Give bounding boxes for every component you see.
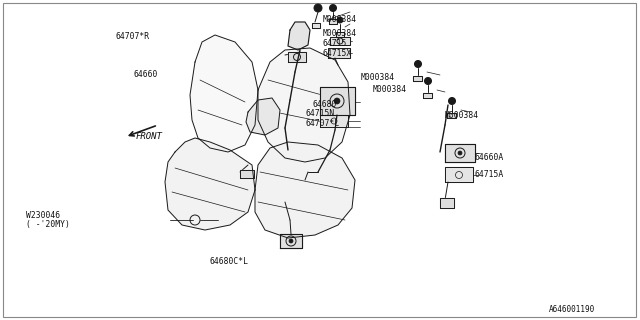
Text: M000384: M000384 <box>444 111 478 120</box>
Text: W230046: W230046 <box>26 212 60 220</box>
Circle shape <box>458 151 462 155</box>
Text: 64715X: 64715X <box>323 49 352 58</box>
Text: 64660: 64660 <box>133 70 157 79</box>
Text: 64707*R: 64707*R <box>115 32 149 41</box>
Polygon shape <box>288 52 306 62</box>
Circle shape <box>314 4 322 12</box>
Polygon shape <box>329 19 337 24</box>
Text: M000384: M000384 <box>360 73 394 82</box>
Text: 64715N: 64715N <box>306 109 335 118</box>
Polygon shape <box>190 35 258 152</box>
Text: M000384: M000384 <box>323 29 356 38</box>
Polygon shape <box>320 87 355 115</box>
Circle shape <box>330 4 337 12</box>
Text: ( -'20MY): ( -'20MY) <box>26 220 70 228</box>
Text: 64707*L: 64707*L <box>306 119 340 128</box>
Polygon shape <box>447 113 456 118</box>
Polygon shape <box>280 234 302 248</box>
Circle shape <box>415 60 422 68</box>
Polygon shape <box>288 22 310 50</box>
Text: 64660A: 64660A <box>475 153 504 162</box>
Text: A646001190: A646001190 <box>549 305 595 314</box>
Text: M000384: M000384 <box>323 15 356 24</box>
Polygon shape <box>312 23 320 28</box>
Polygon shape <box>445 167 473 182</box>
Polygon shape <box>413 76 422 81</box>
Polygon shape <box>423 93 432 98</box>
Circle shape <box>449 98 456 105</box>
Polygon shape <box>445 144 475 162</box>
Text: 64715: 64715 <box>323 39 347 48</box>
Polygon shape <box>165 138 255 230</box>
Text: FRONT: FRONT <box>136 132 163 141</box>
Polygon shape <box>320 115 348 127</box>
Polygon shape <box>440 198 454 208</box>
Circle shape <box>337 17 343 23</box>
Text: M000384: M000384 <box>372 85 406 94</box>
Polygon shape <box>246 98 280 135</box>
Polygon shape <box>240 170 254 178</box>
Circle shape <box>334 98 340 104</box>
Polygon shape <box>336 32 344 37</box>
Text: 64680C*L: 64680C*L <box>210 257 249 266</box>
Polygon shape <box>255 142 355 238</box>
Polygon shape <box>330 37 350 45</box>
Text: 64680: 64680 <box>312 100 337 109</box>
Circle shape <box>289 239 293 243</box>
Polygon shape <box>328 48 350 58</box>
Polygon shape <box>258 48 350 162</box>
Circle shape <box>424 77 431 84</box>
Text: 64715A: 64715A <box>475 170 504 179</box>
